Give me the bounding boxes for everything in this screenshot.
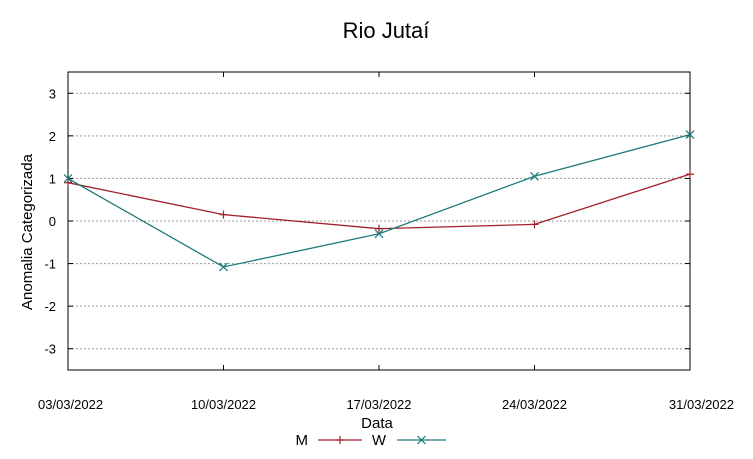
- data-point-m: [64, 178, 72, 187]
- chart-title: Rio Jutaí: [343, 18, 430, 43]
- series-line-m: [67, 173, 691, 230]
- data-point-w: [374, 229, 384, 239]
- data-point-w: [219, 262, 228, 272]
- data-point-m: [219, 210, 228, 219]
- data-point-w: [685, 130, 695, 140]
- x-tick-label: 10/03/2022: [191, 397, 256, 412]
- legend-label-w: W: [372, 432, 387, 449]
- y-tick-label: -2: [44, 299, 56, 314]
- series-layer: [63, 130, 695, 272]
- data-point-m: [686, 170, 694, 179]
- y-tick-label: -3: [44, 342, 56, 357]
- grid-lines: [68, 92, 690, 350]
- x-axis: 03/03/2022 10/03/2022 17/03/2022 24/03/2022…: [38, 72, 734, 412]
- legend-marker-m: [336, 436, 344, 444]
- x-tick-label: 17/03/2022: [346, 397, 411, 412]
- x-axis-label: Data: [361, 415, 393, 432]
- y-tick-label: 1: [49, 171, 56, 186]
- y-tick-label: 0: [49, 214, 56, 229]
- x-tick-label: 03/03/2022: [38, 397, 103, 412]
- y-axis-label: Anomalia Categorizada: [19, 153, 36, 310]
- data-point-w: [63, 174, 73, 183]
- data-point-m: [530, 220, 539, 229]
- y-tick-label: -1: [44, 257, 56, 272]
- x-tick-label: 31/03/2022: [669, 397, 734, 412]
- x-tick-label: 24/03/2022: [502, 397, 567, 412]
- data-point-m: [375, 224, 383, 233]
- series-line-w: [67, 133, 691, 268]
- y-tick-label: 3: [49, 86, 56, 101]
- legend-label-m: M: [296, 432, 309, 449]
- legend-marker-w: [417, 435, 426, 445]
- y-tick-label: 2: [49, 129, 56, 144]
- data-point-w: [530, 171, 539, 181]
